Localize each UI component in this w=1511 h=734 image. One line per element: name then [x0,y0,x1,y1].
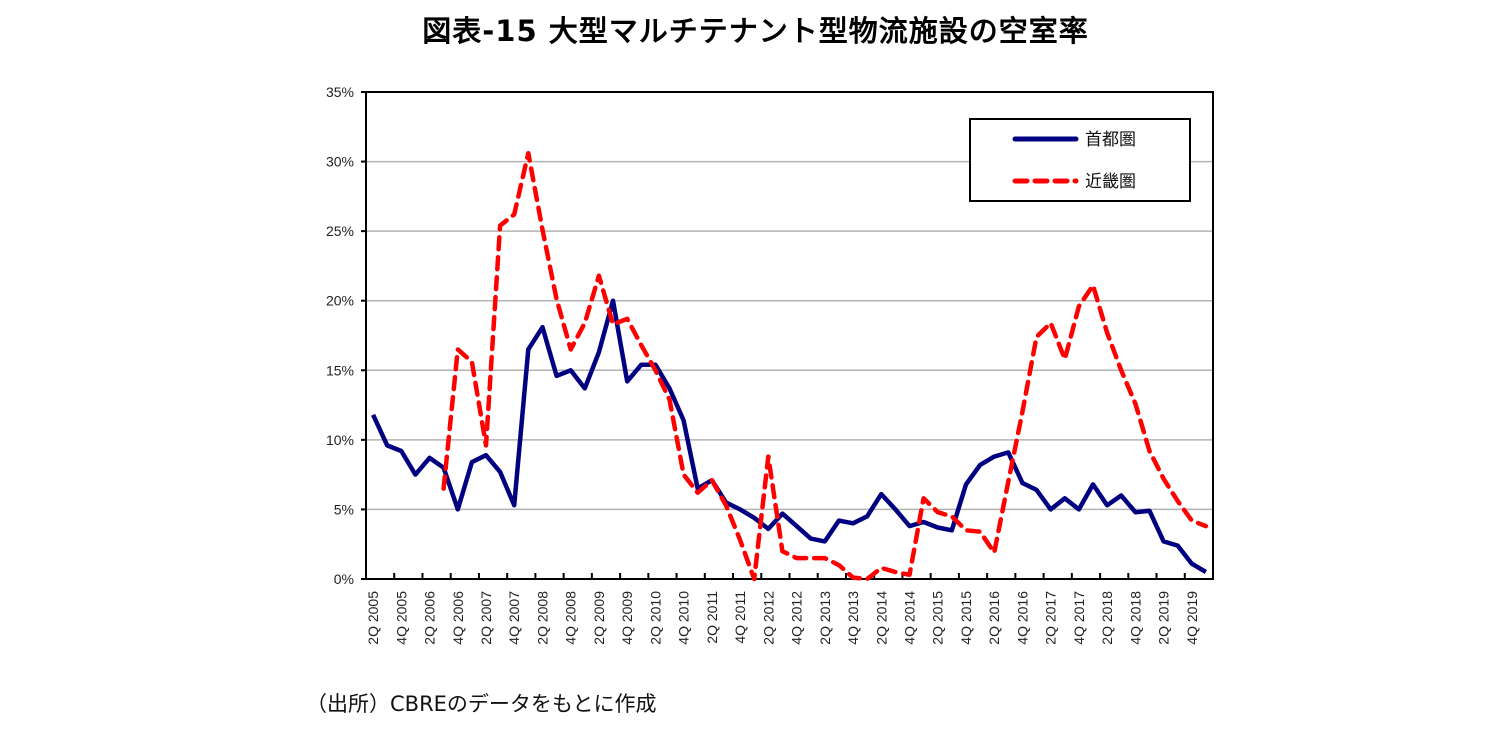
x-tick-label: 2Q 2017 [1043,591,1059,645]
series-lines [371,150,1209,582]
chart-title: 図表-15 大型マルチテナント型物流施設の空室率 [422,14,1089,48]
x-tick-label: 4Q 2015 [958,591,974,645]
x-tick-label: 2Q 2014 [873,591,889,645]
x-tick-label: 2Q 2009 [591,591,607,645]
y-tick-label: 35% [326,84,354,100]
x-tick-label: 2Q 2015 [930,591,946,645]
x-tick-label: 4Q 2019 [1184,591,1200,645]
x-tick-label: 2Q 2010 [647,591,663,645]
x-tick-label: 4Q 2018 [1127,591,1143,645]
series-line-tokyo [371,298,1208,574]
x-tick-label: 4Q 2005 [393,591,409,645]
x-tick-label: 4Q 2008 [563,591,579,645]
y-tick-label: 25% [326,223,354,239]
x-axis: 2Q 2005 4Q 2005 2Q 2006 4Q 2006 2Q 2007 4Q 20… [365,573,1200,645]
x-tick-label: 4Q 2017 [1071,591,1087,645]
x-tick-label: 4Q 2007 [506,591,522,645]
x-tick-label: 2Q 2007 [478,591,494,645]
x-tick-label: 2Q 2018 [1099,591,1115,645]
x-tick-label: 4Q 2014 [901,591,917,645]
y-tick-label: 30% [326,154,354,170]
legend-label-kinki: 近畿圏 [1085,172,1136,192]
x-tick-label: 4Q 2012 [789,591,805,645]
y-axis: 0% 5% 10% 15% 20% 25% 30% 35% [326,84,1214,587]
series-line-kinki [441,150,1209,582]
y-tick-label: 5% [334,501,354,517]
y-tick-label: 10% [326,432,354,448]
x-tick-label: 4Q 2006 [450,591,466,645]
x-tick-label: 4Q 2011 [732,591,748,644]
x-tick-label: 2Q 2005 [365,591,381,645]
source-note: （出所）CBREのデータをもとに作成 [306,692,657,716]
x-tick-label: 2Q 2008 [534,591,550,645]
legend-box [969,118,1191,202]
x-tick-label: 4Q 2016 [1014,591,1030,645]
y-tick-label: 20% [326,293,354,309]
x-tick-label: 2Q 2011 [704,591,720,644]
legend-label-tokyo: 首都圏 [1085,130,1136,150]
x-tick-label: 4Q 2013 [845,591,861,645]
y-tick-label: 15% [326,362,354,378]
x-tick-label: 4Q 2010 [676,591,692,645]
x-tick-label: 2Q 2016 [986,591,1002,645]
y-tick-label: 0% [334,571,354,587]
legend: 首都圏 近畿圏 [969,118,1191,202]
x-tick-label: 2Q 2013 [817,591,833,645]
x-tick-label: 4Q 2009 [619,591,635,645]
x-tick-label: 2Q 2006 [422,591,438,645]
x-tick-label: 2Q 2012 [760,591,776,645]
x-tick-label: 2Q 2019 [1156,591,1172,645]
